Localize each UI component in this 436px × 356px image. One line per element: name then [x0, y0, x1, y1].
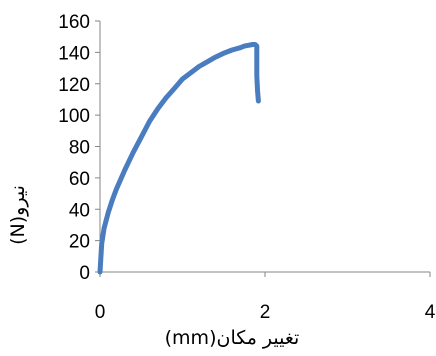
- y-tick-label: 0: [79, 263, 90, 284]
- y-axis-ticks: 0 20 40 60 80 100 120 140 160: [58, 12, 100, 284]
- force-displacement-line: [97, 42, 261, 275]
- y-tick-label: 40: [69, 200, 90, 221]
- y-tick-label: 80: [69, 138, 90, 159]
- y-tick-label: 120: [58, 75, 90, 96]
- y-tick-label: 140: [58, 43, 90, 64]
- y-tick-label: 20: [69, 232, 90, 253]
- y-axis-title: (N)نیرو: [7, 185, 29, 245]
- y-tick-label: 160: [58, 12, 90, 33]
- y-tick-label: 100: [58, 106, 90, 127]
- x-tick-label: 4: [425, 302, 436, 323]
- x-axis-title: (mm)تغییر مکان: [165, 327, 300, 349]
- x-axis-ticks: 0 2 4: [95, 272, 436, 323]
- x-tick-label: 0: [95, 302, 106, 323]
- y-tick-label: 60: [69, 169, 90, 190]
- x-tick-label: 2: [260, 302, 271, 323]
